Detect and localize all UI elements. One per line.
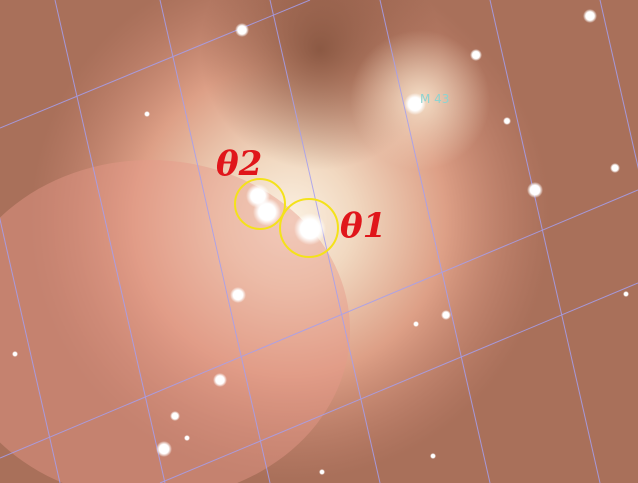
highlight-circles — [234, 178, 339, 258]
m43-label: M 43 — [420, 92, 449, 106]
stars — [12, 9, 629, 475]
theta1-label: θ1 — [340, 206, 386, 246]
theta2-label: θ2 — [216, 144, 262, 184]
